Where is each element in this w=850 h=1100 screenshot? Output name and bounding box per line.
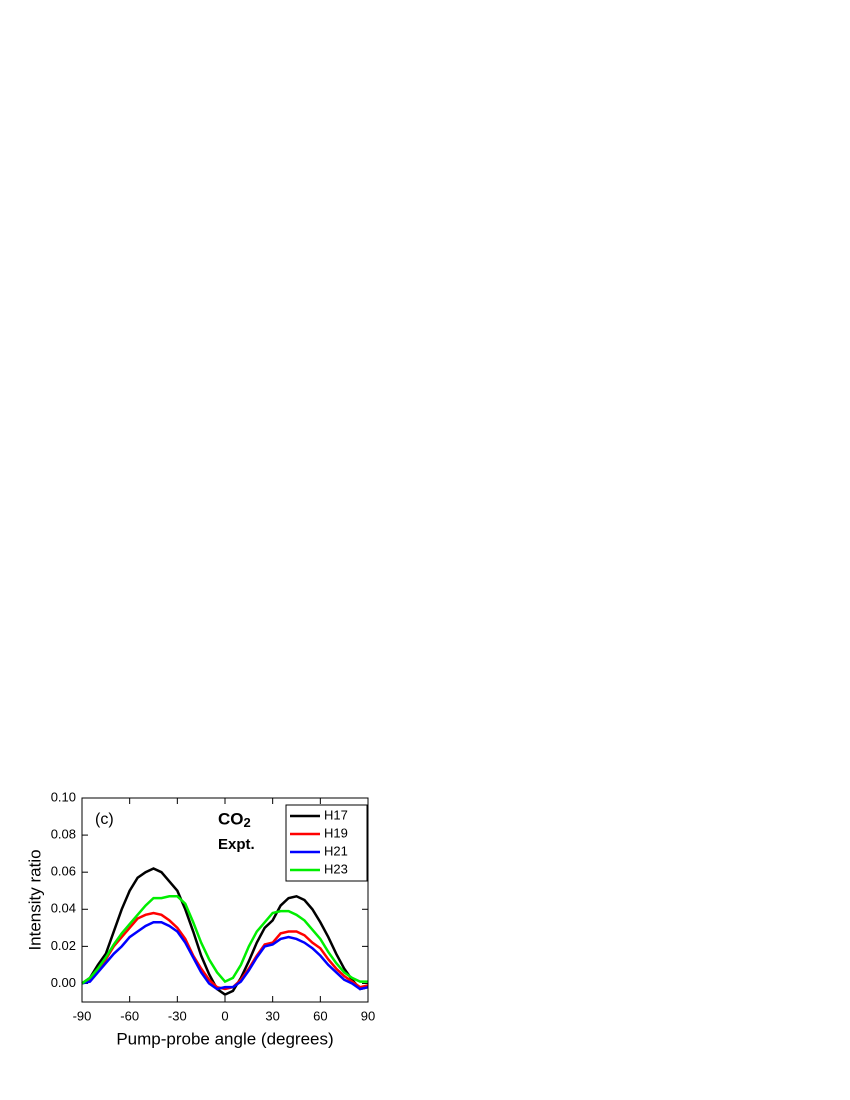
x-tick-label: -90	[73, 1008, 92, 1023]
x-tick-label: 30	[265, 1008, 279, 1023]
y-axis-label: Intensity ratio	[25, 849, 44, 950]
plot-frame	[81, 797, 369, 1003]
legend-box	[285, 804, 368, 882]
y-tick-label: 0.04	[51, 901, 76, 916]
legend-label: H21	[324, 843, 348, 858]
legend-label: H17	[324, 807, 348, 822]
x-tick-label: 90	[361, 1008, 375, 1023]
y-tick-label: 0.10	[51, 789, 76, 804]
x-tick-label: 0	[221, 1008, 228, 1023]
y-tick-label: 0.06	[51, 864, 76, 879]
y-tick-label: 0.02	[51, 938, 76, 953]
x-tick-label: 60	[313, 1008, 327, 1023]
legend-label: H23	[324, 861, 348, 876]
x-axis-label: Pump-probe angle (degrees)	[116, 1029, 333, 1048]
y-tick-label: 0.08	[51, 827, 76, 842]
x-tick-label: -30	[168, 1008, 187, 1023]
series-line	[81, 867, 369, 997]
x-tick-label: -60	[120, 1008, 139, 1023]
panel-label: (c)	[95, 811, 114, 828]
legend-label: H19	[324, 825, 348, 840]
molecule-label: CO2	[218, 809, 251, 830]
series-line	[81, 895, 368, 985]
y-tick-label: 0.00	[51, 975, 76, 990]
series-line	[81, 911, 369, 991]
expt-label: Expt.	[218, 836, 255, 853]
series-line	[81, 921, 369, 991]
